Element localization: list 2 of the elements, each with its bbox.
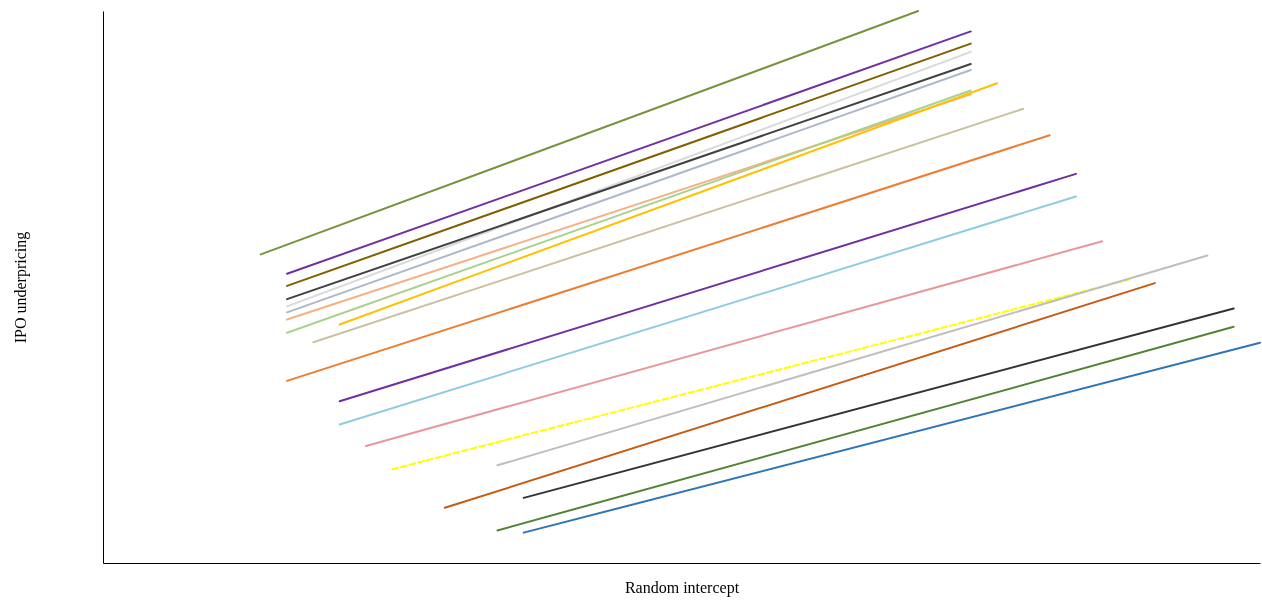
x-axis-title: Random intercept bbox=[624, 578, 740, 597]
y-axis-title: IPO underpricing bbox=[11, 231, 30, 344]
